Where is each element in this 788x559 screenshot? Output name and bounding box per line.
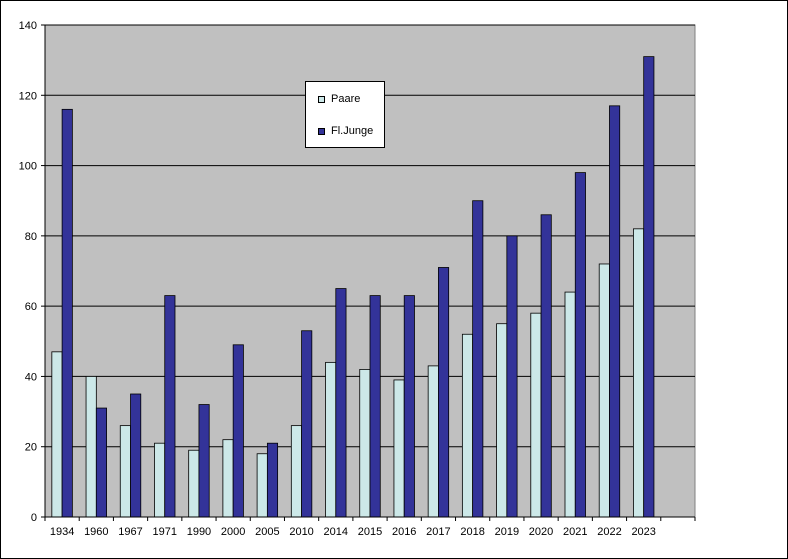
bar-paare-1971	[154, 442, 166, 518]
bar-paare-2023	[633, 228, 645, 518]
bar-fl-junge-2022	[609, 105, 621, 518]
bar-fl-junge-1967	[130, 393, 142, 518]
bar-paare-2005	[256, 453, 268, 518]
x-tick-label: 2000	[221, 526, 245, 538]
bar-paare-1990	[188, 449, 200, 518]
bar-paare-1960	[85, 376, 97, 518]
legend-item-fl-junge: Fl.Junge	[318, 125, 373, 137]
bar-fl-junge-2010	[301, 330, 313, 518]
bar-fl-junge-2018	[472, 200, 484, 518]
y-tick-label: 80	[25, 231, 37, 243]
bar-paare-2022	[598, 263, 610, 518]
bar-paare-2016	[393, 379, 405, 518]
x-tick-label: 1990	[187, 526, 211, 538]
y-tick-label: 120	[19, 90, 37, 102]
legend: Paare Fl.Junge	[305, 81, 385, 148]
x-tick-label: 2017	[426, 526, 450, 538]
legend-label-fl-junge: Fl.Junge	[331, 125, 374, 137]
x-tick-label: 2022	[597, 526, 621, 538]
bar-fl-junge-2019	[506, 235, 518, 518]
bar-fl-junge-2017	[438, 267, 450, 518]
y-tick-label: 100	[19, 161, 37, 173]
bar-paare-2020	[530, 312, 542, 518]
x-tick-label: 2015	[358, 526, 382, 538]
bar-paare-2014	[325, 361, 337, 518]
legend-label-paare: Paare	[331, 93, 361, 105]
bar-paare-2015	[359, 368, 371, 518]
x-tick-label: 2010	[289, 526, 313, 538]
bar-fl-junge-1934	[61, 108, 73, 518]
x-tick-label: 2016	[392, 526, 416, 538]
bar-paare-2018	[461, 333, 474, 518]
y-tick-label: 0	[31, 512, 37, 524]
x-tick-label: 1967	[118, 526, 142, 538]
bar-paare-2017	[427, 365, 439, 518]
bar-paare-2019	[496, 323, 508, 518]
legend-item-paare: Paare	[318, 93, 360, 105]
legend-swatch-fl-junge	[318, 127, 325, 135]
bar-fl-junge-1990	[198, 404, 210, 518]
bar-paare-1934	[51, 351, 63, 518]
y-tick-label: 60	[25, 301, 37, 313]
x-tick-label: 2018	[460, 526, 484, 538]
bar-fl-junge-2020	[540, 214, 552, 518]
bar-fl-junge-2021	[574, 172, 586, 518]
bar-fl-junge-2023	[643, 56, 655, 518]
bar-fl-junge-2000	[232, 344, 244, 518]
legend-swatch-paare	[318, 95, 325, 103]
x-tick-label: 1960	[84, 526, 108, 538]
bar-fl-junge-2016	[403, 295, 415, 518]
bar-paare-2010	[290, 425, 302, 518]
x-tick-label: 2005	[255, 526, 279, 538]
bar-paare-2000	[222, 439, 234, 518]
y-tick-labels: 0 20 40 60 80 100 120 140	[19, 20, 37, 524]
bar-paare-1967	[119, 425, 131, 518]
x-tick-label: 2014	[324, 526, 348, 538]
bars	[51, 56, 655, 518]
x-tick-label: 2020	[529, 526, 553, 538]
bar-fl-junge-1960	[95, 407, 107, 518]
y-tick-label: 20	[25, 442, 37, 454]
x-tick-label: 2021	[563, 526, 587, 538]
x-tick-label: 1934	[50, 526, 74, 538]
x-tick-label: 1971	[152, 526, 176, 538]
x-tick-label: 2019	[495, 526, 519, 538]
y-tick-label: 140	[19, 20, 37, 32]
y-tick-label: 40	[25, 371, 37, 383]
bar-paare-2021	[564, 291, 576, 518]
bar-fl-junge-2005	[266, 442, 279, 518]
axes	[41, 24, 696, 521]
bar-fl-junge-2015	[369, 295, 381, 518]
bar-fl-junge-1971	[164, 295, 176, 518]
bar-fl-junge-2014	[335, 288, 347, 518]
x-tick-labels: 1934 1960 1967 1971 1990 2000 2005 2010 2014 2015…	[50, 526, 656, 538]
x-tick-label: 2023	[631, 526, 655, 538]
